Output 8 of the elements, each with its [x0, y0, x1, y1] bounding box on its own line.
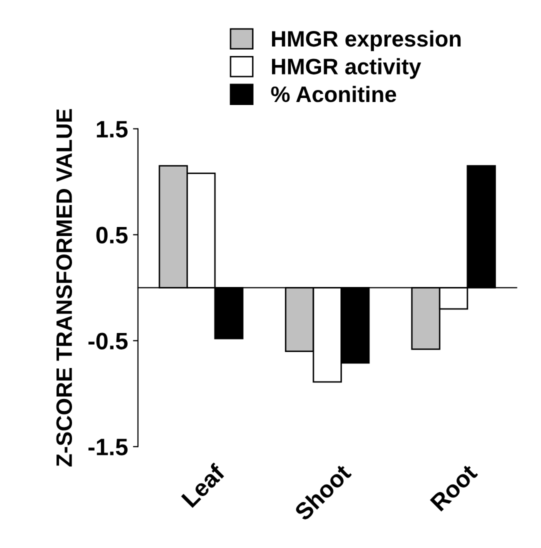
- legend-label: HMGR expression: [272, 30, 461, 52]
- y-tick-label: 0.5: [96, 226, 128, 244]
- y-tick-label: 1.5: [96, 121, 128, 138]
- legend-label: HMGR activity: [272, 58, 422, 79]
- y-axis-title: Z-SCORE TRANSFORMED VALUE: [56, 109, 72, 466]
- y-tick-label: -0.5: [88, 332, 128, 350]
- legend-label: % Aconitine: [271, 86, 396, 102]
- y-tick-label: -1.5: [88, 438, 128, 456]
